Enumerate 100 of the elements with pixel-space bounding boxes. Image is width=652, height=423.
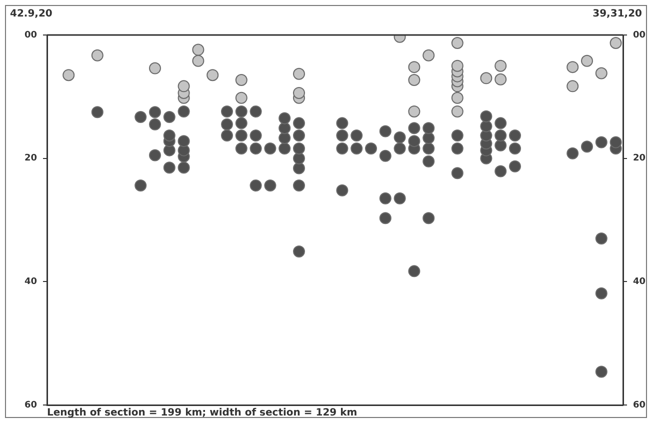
point (163, 111, 176, 124)
point (365, 142, 377, 154)
point (595, 366, 608, 378)
point (394, 192, 406, 204)
point (595, 67, 608, 80)
point (91, 106, 104, 118)
point (509, 130, 521, 142)
point (451, 92, 464, 104)
point (480, 120, 492, 132)
point (278, 112, 291, 124)
point (221, 105, 233, 118)
point (408, 135, 420, 148)
text: Length of section = 199 km; width of section = 129 km (47, 408, 358, 419)
text: 42.9,20 (10, 8, 52, 20)
point (581, 140, 593, 153)
point (408, 61, 420, 74)
point (293, 142, 305, 154)
point (422, 212, 435, 224)
point (206, 69, 219, 82)
y2-tick-label: 20 (633, 154, 646, 164)
point (163, 130, 176, 142)
point (595, 232, 608, 244)
point (422, 49, 435, 62)
point (235, 130, 248, 142)
point (293, 86, 305, 99)
point (350, 130, 363, 142)
y2-tick-label: 60 (633, 400, 646, 410)
point (494, 73, 507, 86)
point (394, 142, 406, 154)
point (422, 142, 435, 154)
point (480, 72, 492, 84)
point (336, 130, 348, 142)
point (394, 131, 406, 144)
point (595, 287, 608, 300)
point (192, 44, 204, 56)
point (350, 142, 363, 154)
point (235, 92, 248, 104)
point (178, 105, 190, 118)
point (408, 74, 420, 86)
point (581, 54, 593, 67)
point (494, 139, 507, 152)
point (235, 74, 248, 86)
point (610, 136, 622, 148)
point (221, 118, 233, 130)
point (451, 167, 464, 180)
point (178, 162, 190, 174)
point (451, 130, 464, 142)
point (422, 122, 435, 134)
point (149, 106, 161, 118)
point (451, 60, 464, 72)
point (480, 110, 492, 122)
point (408, 122, 420, 134)
point (235, 142, 248, 154)
point (494, 60, 507, 72)
point (336, 184, 348, 196)
point (278, 132, 291, 144)
point (293, 152, 305, 164)
point (293, 117, 305, 130)
point (192, 54, 204, 67)
y2-tick-label: 40 (633, 277, 646, 288)
point (293, 179, 305, 192)
point (422, 155, 435, 168)
point (293, 130, 305, 142)
point (509, 160, 521, 172)
point (250, 142, 262, 154)
point (379, 125, 392, 138)
point (566, 80, 579, 92)
point (91, 49, 104, 62)
point (293, 162, 305, 174)
point (149, 118, 161, 130)
point (379, 212, 392, 224)
point (163, 162, 176, 174)
point (62, 69, 75, 82)
point (178, 135, 190, 148)
point (134, 111, 147, 124)
point (595, 136, 608, 148)
point (566, 61, 579, 74)
point (494, 117, 507, 130)
y-tick-label: 20 (24, 154, 37, 164)
point (451, 37, 464, 50)
point (235, 105, 248, 118)
text: 39,31,20 (592, 8, 642, 20)
point (336, 142, 348, 154)
point (293, 68, 305, 80)
point (566, 147, 579, 160)
point (509, 142, 521, 154)
point (494, 130, 507, 142)
point (293, 245, 305, 258)
y2-tick-label: 00 (633, 30, 646, 40)
point (451, 105, 464, 118)
point (379, 192, 392, 204)
point (221, 130, 233, 142)
point (408, 265, 420, 278)
y-tick-label: 60 (24, 400, 37, 410)
point (250, 105, 262, 118)
point (264, 179, 276, 192)
y-tick-label: 40 (24, 277, 37, 288)
point (336, 117, 348, 130)
point (451, 142, 464, 154)
y-tick-label: 00 (24, 30, 37, 40)
